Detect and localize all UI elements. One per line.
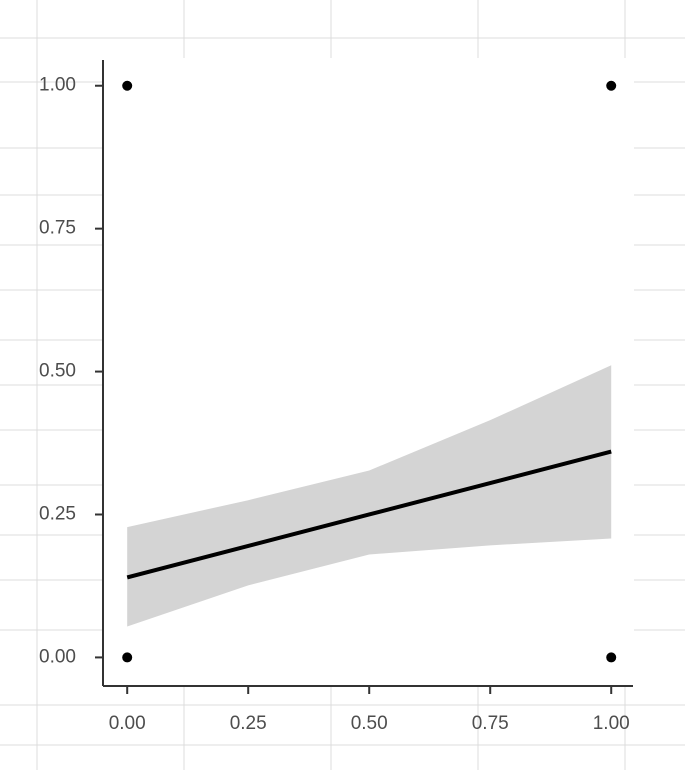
- plot-area: 0.00 0.25 0.50 0.75 1.00 0.00 0.25 0.50 0.75 1.00: [39, 60, 633, 734]
- x-tick-label: 0.75: [472, 713, 509, 734]
- y-tick-label: 0.00: [39, 646, 76, 667]
- point: [606, 652, 617, 663]
- point: [122, 652, 133, 663]
- x-tick-label: 1.00: [593, 713, 630, 734]
- x-tick-label: 0.00: [109, 713, 146, 734]
- point: [122, 80, 133, 91]
- y-tick-label: 0.50: [39, 361, 76, 382]
- y-tick-label: 1.00: [39, 75, 76, 96]
- y-tick-label: 0.25: [39, 504, 76, 525]
- y-tick-label: 0.75: [39, 218, 76, 239]
- x-tick-label: 0.25: [230, 713, 267, 734]
- point: [606, 80, 617, 91]
- confidence-band: [127, 365, 612, 627]
- fit-line: [126, 449, 612, 580]
- x-tick-label: 0.50: [351, 713, 388, 734]
